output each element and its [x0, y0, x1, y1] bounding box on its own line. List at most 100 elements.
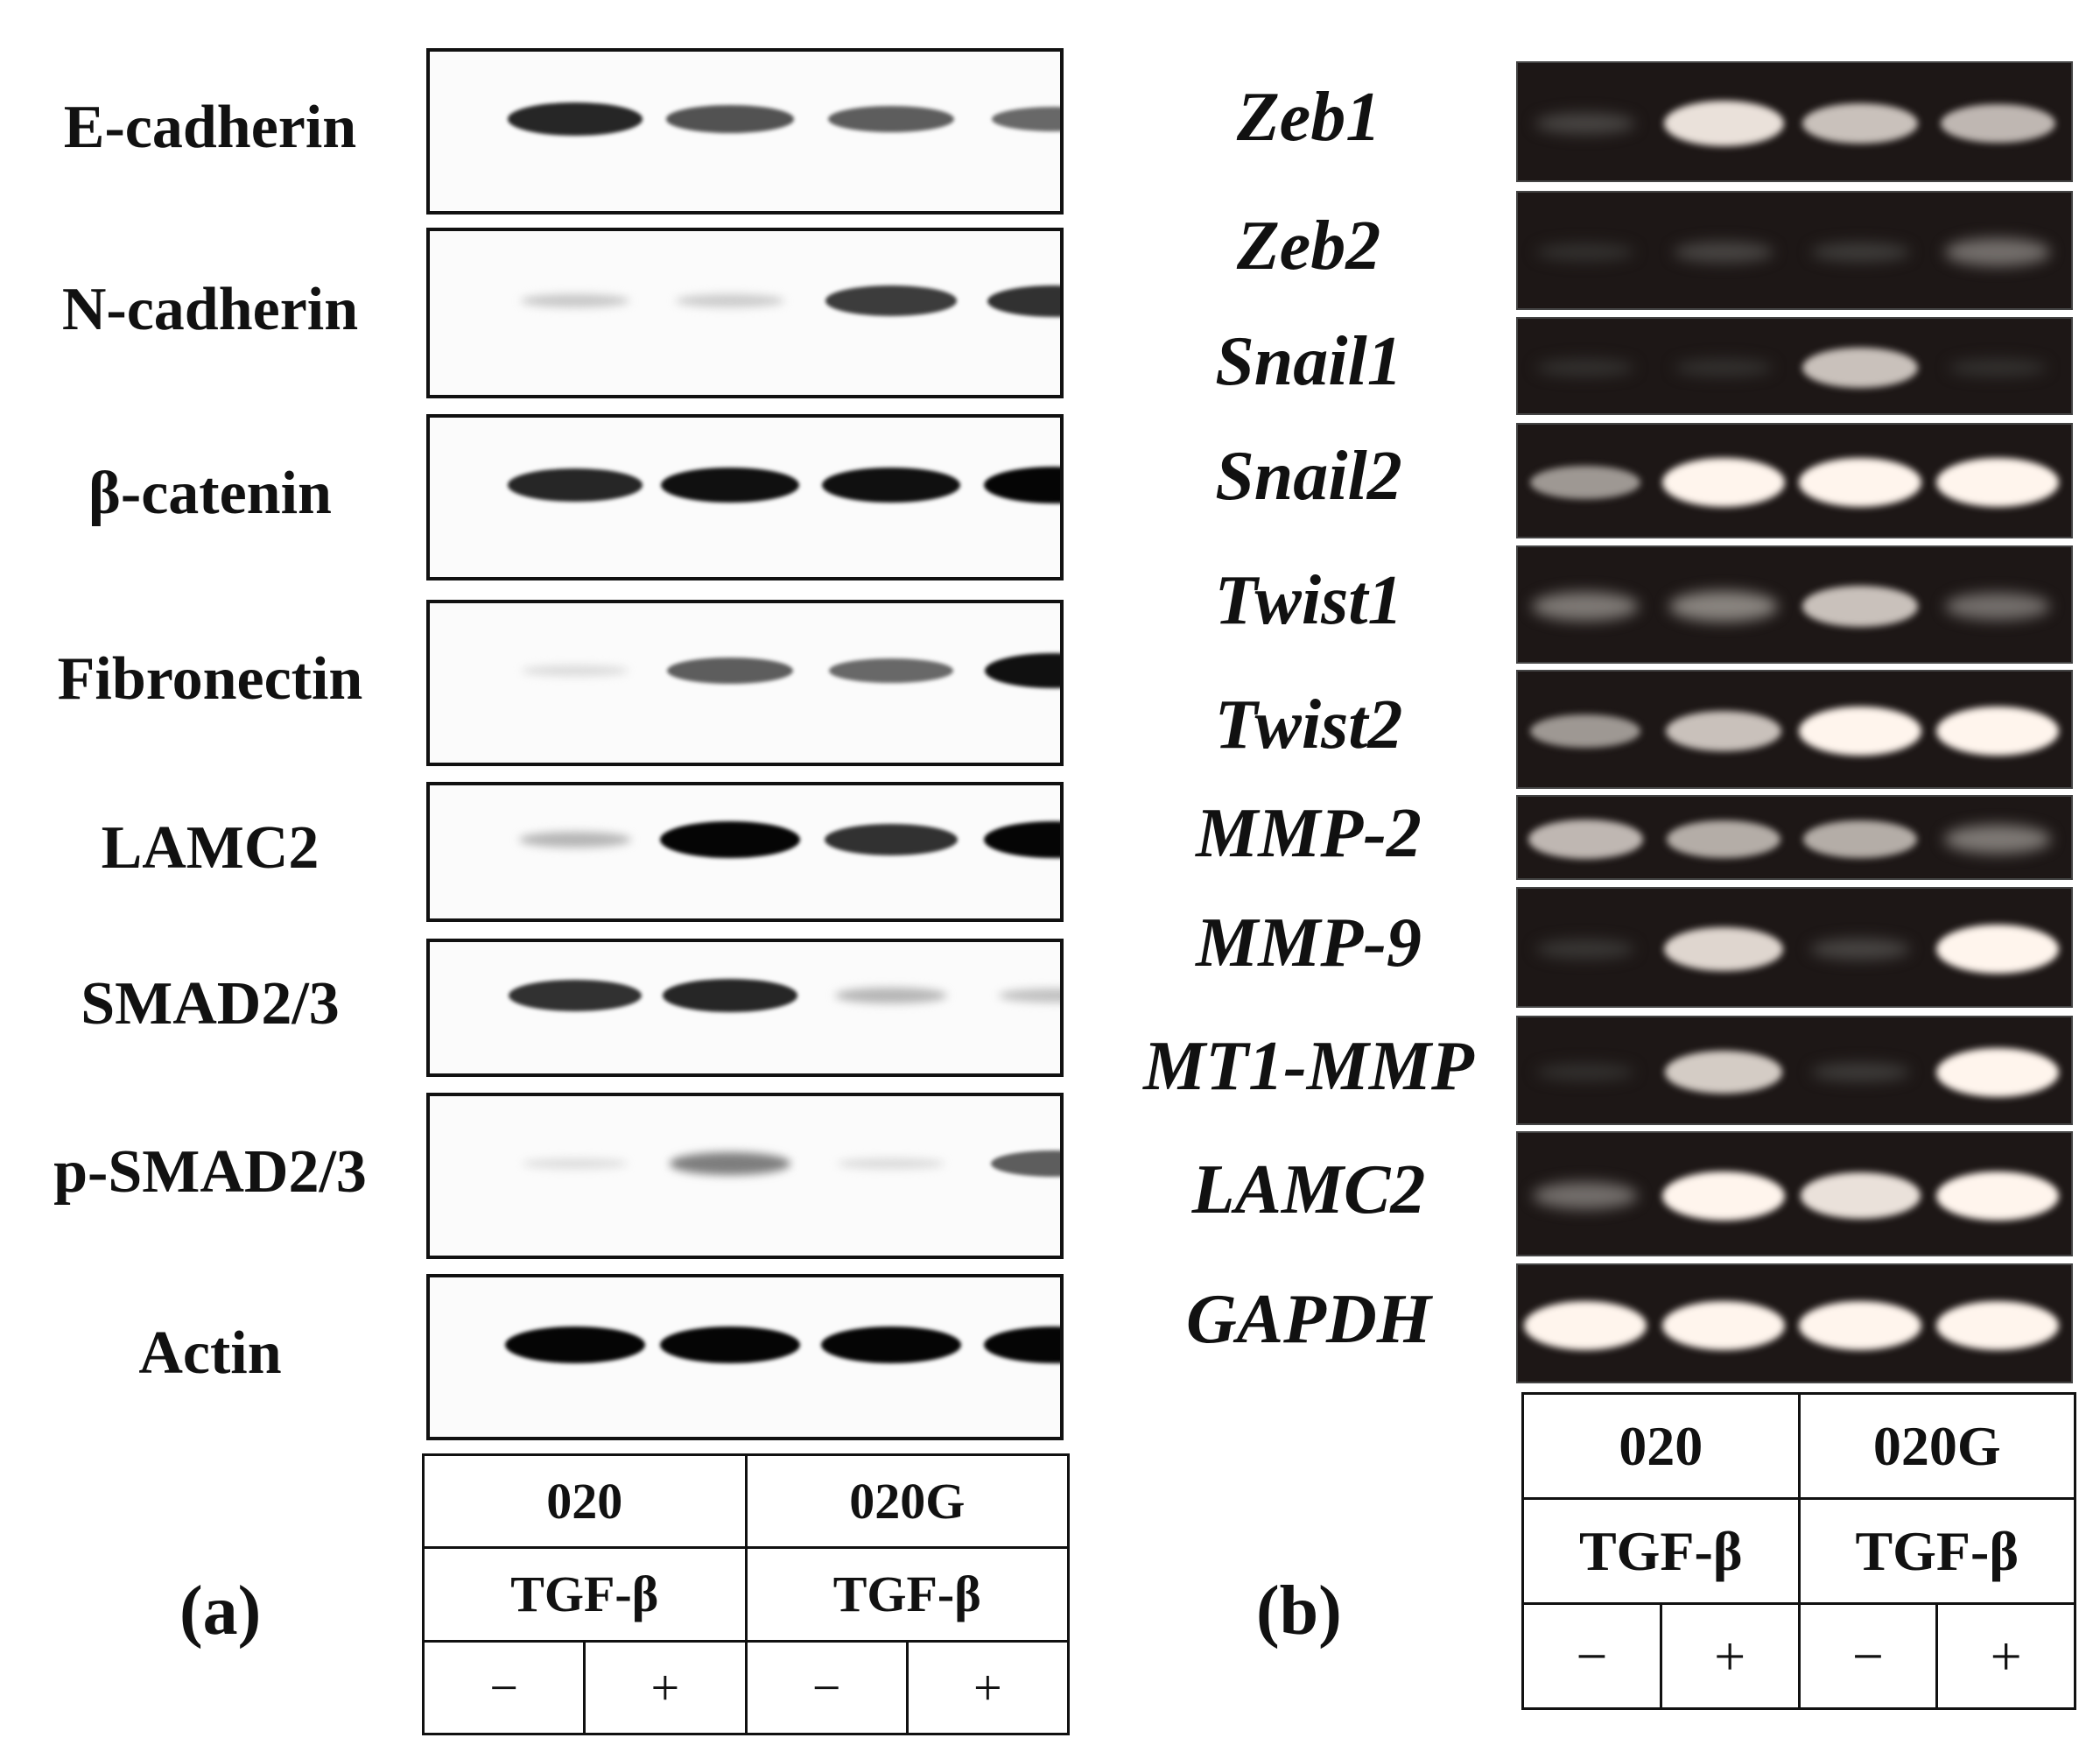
blot-n-cadherin [426, 228, 1064, 398]
blot-band [985, 652, 1060, 689]
protein-label-smad2-3: SMAD2/3 [81, 970, 340, 1038]
gel-band [1536, 1063, 1634, 1081]
gel-band [1536, 359, 1634, 376]
blot-band [666, 105, 794, 133]
gel-band [1809, 939, 1911, 960]
blot-band [505, 1326, 645, 1363]
sign-plus: + [1659, 1602, 1801, 1710]
gel-band [1949, 359, 2047, 376]
treatment-tgf-beta: TGF-β [422, 1546, 748, 1643]
gel-band [1673, 242, 1774, 263]
protein-label-catenin: β-catenin [88, 460, 332, 527]
gel-band [1810, 243, 1910, 262]
blot-band [522, 1157, 629, 1170]
blot-band [660, 821, 800, 858]
gel-band [1664, 926, 1783, 972]
gel-band [1936, 707, 2059, 756]
blot-band [987, 285, 1060, 317]
gel-band [1532, 591, 1639, 622]
gel-band [1799, 458, 1921, 507]
gel-band [1662, 1300, 1785, 1350]
blot-band [829, 658, 953, 684]
blot-band [838, 1157, 945, 1170]
group-020: 020 [1521, 1392, 1801, 1500]
blot-catenin [426, 414, 1064, 580]
gel-band [1663, 100, 1784, 147]
gel-band [1667, 820, 1780, 858]
gel-band [1936, 925, 2059, 974]
gene-label-lamc2: LAMC2 [1191, 1150, 1426, 1228]
gel-band [1662, 1171, 1785, 1221]
gel-band [1529, 714, 1641, 749]
protein-label-fibronectin: Fibronectin [57, 645, 363, 713]
gel-band [1536, 243, 1634, 261]
gel-twist2 [1516, 670, 2073, 789]
gel-band [1936, 1047, 2059, 1097]
blot-band [984, 467, 1060, 503]
gel-snail2 [1516, 423, 2073, 538]
gel-band [1800, 1172, 1921, 1219]
sign-minus: − [1797, 1602, 1939, 1710]
gel-mmp-2 [1516, 795, 2073, 880]
blot-band [828, 106, 954, 132]
blot-p-smad2-3 [426, 1093, 1064, 1259]
gel-gapdh [1516, 1263, 2073, 1383]
gel-zeb2 [1516, 191, 2073, 310]
gel-twist1 [1516, 545, 2073, 664]
treatment-tgf-beta: TGF-β [744, 1546, 1070, 1643]
gene-label-zeb1: Zeb1 [1236, 79, 1381, 156]
group-020: 020 [422, 1453, 748, 1550]
blot-band [835, 988, 947, 1003]
sign-plus: + [583, 1639, 748, 1736]
gel-band [1524, 1300, 1647, 1350]
gel-band [1665, 1051, 1782, 1094]
gel-band [1529, 465, 1641, 500]
group-020g: 020G [744, 1453, 1070, 1550]
blot-band [667, 658, 793, 684]
gel-band [1936, 1171, 2059, 1221]
sign-plus: + [905, 1639, 1071, 1736]
treatment-tgf-beta: TGF-β [1521, 1497, 1801, 1605]
panel-a-label: (a) [179, 1573, 262, 1650]
group-020g: 020G [1797, 1392, 2076, 1500]
gel-lamc2 [1516, 1131, 2073, 1256]
gel-band [1799, 1300, 1921, 1350]
blot-band [508, 102, 643, 136]
gene-label-snail1: Snail1 [1215, 323, 1402, 400]
gel-band [1810, 1062, 1910, 1082]
gel-band [1662, 458, 1785, 507]
sign-plus: + [1935, 1602, 2076, 1710]
gene-label-mmp-2: MMP-2 [1196, 794, 1422, 872]
gel-band [1802, 586, 1919, 627]
protein-label-lamc2: LAMC2 [101, 814, 320, 882]
blot-band [660, 1326, 800, 1363]
protein-label-n-cadherin: N-cadherin [61, 275, 359, 343]
gene-label-gapdh: GAPDH [1186, 1280, 1431, 1358]
gel-band [1532, 1181, 1639, 1210]
blot-band [825, 824, 958, 855]
blot-band [984, 1326, 1060, 1363]
blot-band [825, 285, 957, 316]
gel-zeb1 [1516, 61, 2073, 182]
gene-label-mt1-mmp: MT1-MMP [1143, 1027, 1474, 1105]
panel-b-condition-table: 020 020G TGF-β TGF-β − + − + [1521, 1392, 2076, 1710]
blot-smad2-3 [426, 939, 1064, 1077]
blot-band [509, 980, 642, 1011]
gene-label-twist1: Twist1 [1214, 561, 1403, 639]
gel-band [1799, 707, 1921, 756]
blot-band [661, 467, 799, 503]
gel-band [1936, 458, 2059, 507]
sign-minus: − [1521, 1602, 1662, 1710]
blot-band [520, 293, 630, 308]
protein-label-p-smad2-3: p-SMAD2/3 [53, 1138, 367, 1206]
blot-band [992, 106, 1060, 132]
blot-band [991, 1150, 1060, 1177]
blot-actin [426, 1274, 1064, 1440]
gel-band [1803, 820, 1917, 858]
gel-band [1535, 113, 1636, 134]
panel-a-condition-table: 020 020G TGF-β TGF-β − + − + [421, 1453, 1071, 1736]
gel-band [1535, 939, 1635, 959]
blot-band [984, 821, 1060, 858]
gel-band [1944, 238, 2051, 266]
gel-band [1802, 347, 1919, 389]
